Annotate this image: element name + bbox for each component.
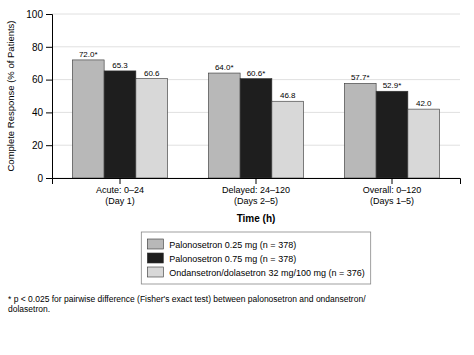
plot: 72.0* 64.0* 57.7* 65.3 60.6* 52.9* 60.6 46.8 42.… [26,9,460,206]
y-tick-mark [46,112,52,113]
legend-swatch [147,267,163,277]
bar [272,101,304,178]
grid-line [52,14,460,15]
y-axis: 0 20 40 60 80 100 [26,9,52,184]
y-tick-mark [46,145,52,146]
y-tick-mark [46,14,52,15]
x-tick: Acute: 0–24(Day 1) [96,178,144,206]
legend-entry: Palonosetron 0.25 mg (n = 378) [169,240,296,250]
footnote: * p < 0.025 for pairwise difference (Fis… [8,294,366,314]
grid-line [52,46,460,47]
x-tick-label: Overall: 0–120(Days 1–5) [363,185,422,205]
data-label: 52.9* [383,81,402,90]
y-tick: 100 [26,9,52,20]
bar [208,73,240,178]
bar [408,109,440,178]
legend-frame [141,232,370,284]
x-tick-mark [120,178,121,184]
x-axis: Acute: 0–24(Day 1) Delayed: 24–120(Days 2… [53,178,461,206]
y-tick: 0 [37,173,52,184]
y-tick: 20 [32,140,52,151]
y-tick: 40 [32,107,52,118]
legend-entry: Ondansetron/dolasetron 32 mg/100 mg (n =… [169,268,364,278]
y-tick-mark [46,47,52,48]
y-tick-label: 20 [32,140,44,151]
data-label: 65.3 [112,61,128,70]
x-axis-line [53,179,461,185]
y-tick-label: 60 [32,74,44,85]
data-label: 42.0 [416,99,432,108]
data-labels: 72.0* 64.0* 57.7* 65.3 60.6* 52.9* 60.6 46.8 42.… [79,50,432,108]
data-label: 60.6* [247,69,266,78]
x-tick: Overall: 0–120(Days 1–5) [363,178,422,206]
y-tick-label: 40 [32,107,44,118]
data-label: 46.8 [280,91,296,100]
bar [376,91,408,178]
y-tick: 60 [32,74,52,85]
y-tick-label: 0 [37,173,43,184]
y-axis-title: Complete Response (% of Patients) [5,20,16,171]
y-tick-label: 80 [32,42,44,53]
y-tick-label: 100 [26,9,43,20]
data-label: 60.6 [144,69,160,78]
grid [52,14,460,178]
legend: Palonosetron 0.25 mg (n = 378) Palonosetr… [141,232,370,284]
x-axis-title: Time (h) [237,213,276,224]
bar [240,79,272,178]
x-tick-mark [392,178,393,184]
bar [104,71,136,178]
x-tick-label: Delayed: 24–120(Days 2–5) [222,185,290,205]
legend-swatch [147,239,163,249]
data-label: 64.0* [215,63,234,72]
y-tick: 80 [32,42,52,53]
legend-swatch [147,253,163,263]
data-label: 57.7* [351,73,370,82]
x-tick-label: Acute: 0–24(Day 1) [96,185,144,205]
bar [136,79,168,178]
x-tick-mark [256,178,257,184]
y-tick-mark [46,80,52,81]
legend-entry: Palonosetron 0.75 mg (n = 378) [169,254,296,264]
chart: 72.0* 64.0* 57.7* 65.3 60.6* 52.9* 60.6 46.8 42.… [0,0,474,355]
y-tick-mark [46,178,52,179]
data-label: 72.0* [79,50,98,59]
y-axis-line [46,15,53,179]
bars [72,60,439,178]
bar [72,60,104,178]
bar [344,83,376,178]
x-tick: Delayed: 24–120(Days 2–5) [222,178,290,206]
